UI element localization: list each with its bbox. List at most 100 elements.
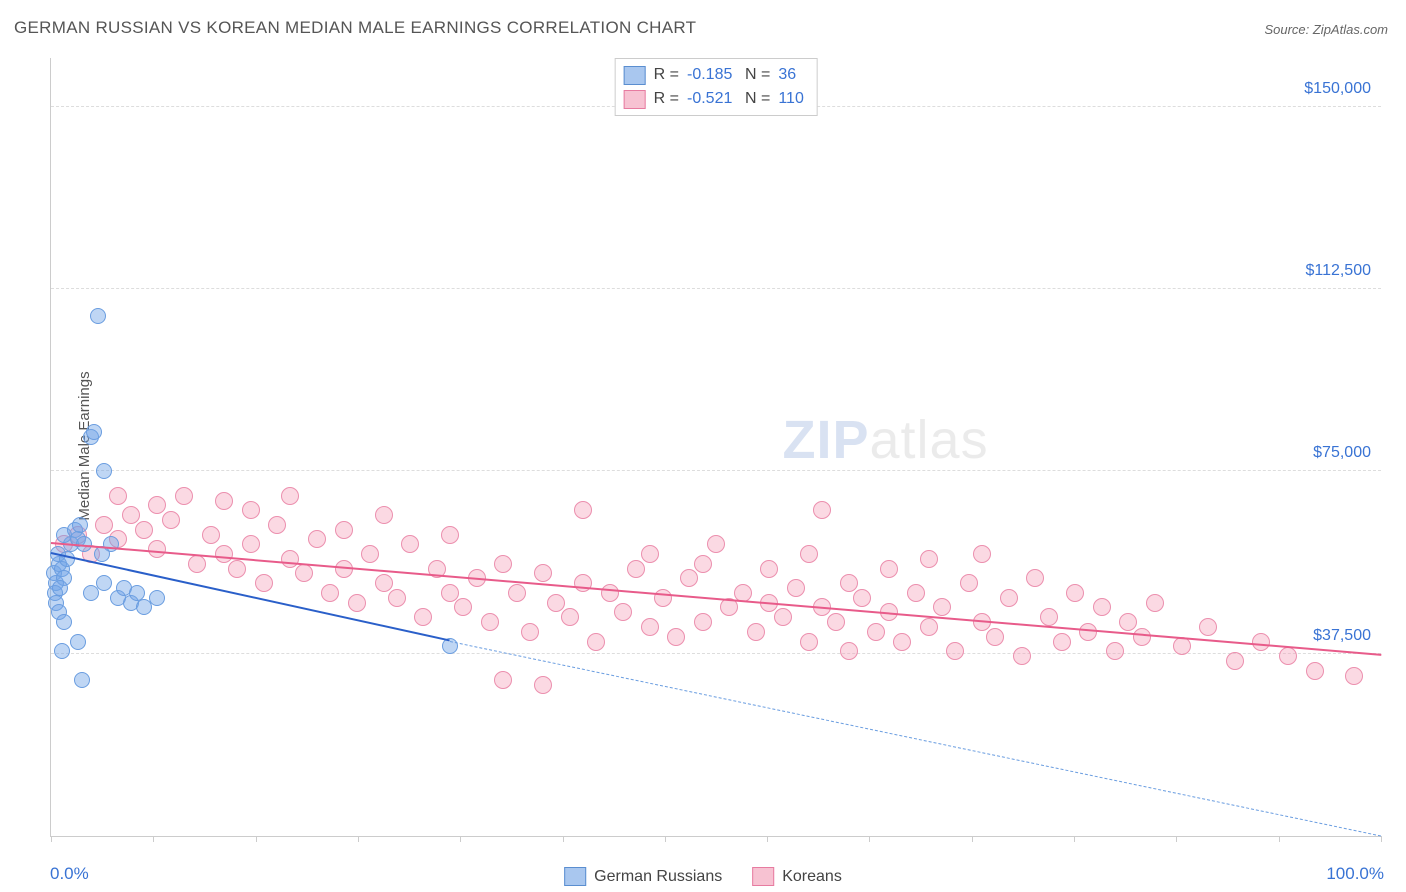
data-point [867,623,885,641]
r-label: R = [654,90,679,108]
swatch-icon [624,66,646,85]
data-point [295,564,313,582]
data-point [641,545,659,563]
data-point [627,560,645,578]
x-tick-mark [972,836,973,842]
trend-line [51,542,1381,656]
data-point [375,574,393,592]
data-point [388,589,406,607]
data-point [654,589,672,607]
data-point [561,608,579,626]
data-point [215,492,233,510]
swatch-icon [752,867,774,886]
data-point [1066,584,1084,602]
x-tick-mark [1279,836,1280,842]
stats-row: R =-0.185N =36 [624,63,809,87]
data-point [281,550,299,568]
data-point [694,555,712,573]
n-value: 110 [778,90,808,108]
legend-item-koreans: Koreans [752,867,842,886]
data-point [1199,618,1217,636]
data-point [54,643,70,659]
plot-area: $37,500$75,000$112,500$150,000ZIPatlasR … [50,58,1381,837]
data-point [175,487,193,505]
data-point [52,580,68,596]
legend-label: German Russians [594,868,722,886]
data-point [534,676,552,694]
data-point [215,545,233,563]
data-point [255,574,273,592]
n-label: N = [745,90,770,108]
data-point [1226,652,1244,670]
data-point [149,590,165,606]
data-point [1040,608,1058,626]
data-point [494,671,512,689]
data-point [680,569,698,587]
data-point [1146,594,1164,612]
stats-legend: R =-0.185N =36R =-0.521N =110 [615,58,818,116]
data-point [375,506,393,524]
data-point [800,633,818,651]
data-point [148,540,166,558]
trend-line [450,641,1381,836]
y-tick-label: $37,500 [1313,627,1371,645]
data-point [242,501,260,519]
watermark: ZIPatlas [783,409,989,471]
data-point [840,642,858,660]
x-tick-mark [563,836,564,842]
source-label: Source: ZipAtlas.com [1264,22,1388,37]
data-point [481,613,499,631]
data-point [321,584,339,602]
data-point [74,672,90,688]
data-point [880,560,898,578]
data-point [827,613,845,631]
data-point [641,618,659,636]
data-point [774,608,792,626]
data-point [361,545,379,563]
y-tick-label: $75,000 [1313,444,1371,462]
data-point [86,424,102,440]
data-point [534,564,552,582]
data-point [747,623,765,641]
data-point [787,579,805,597]
data-point [1106,642,1124,660]
data-point [1119,613,1137,631]
x-tick-mark [665,836,666,842]
x-tick-mark [358,836,359,842]
data-point [268,516,286,534]
data-point [547,594,565,612]
r-value: -0.185 [687,66,737,84]
gridline [51,288,1381,289]
data-point [1345,667,1363,685]
swatch-icon [564,867,586,886]
data-point [56,614,72,630]
data-point [960,574,978,592]
data-point [308,530,326,548]
data-point [508,584,526,602]
data-point [96,463,112,479]
r-label: R = [654,66,679,84]
data-point [574,501,592,519]
x-tick-mark [460,836,461,842]
data-point [228,560,246,578]
x-tick-mark [51,836,52,842]
gridline [51,470,1381,471]
x-tick-mark [869,836,870,842]
n-value: 36 [778,66,808,84]
x-tick-mark [1381,836,1382,842]
data-point [667,628,685,646]
data-point [1279,647,1297,665]
data-point [1252,633,1270,651]
x-tick-mark [767,836,768,842]
chart-title: GERMAN RUSSIAN VS KOREAN MEDIAN MALE EAR… [14,18,696,38]
data-point [122,506,140,524]
data-point [614,603,632,621]
data-point [494,555,512,573]
x-tick-mark [1176,836,1177,842]
data-point [414,608,432,626]
data-point [281,487,299,505]
data-point [335,521,353,539]
data-point [72,517,88,533]
data-point [973,545,991,563]
data-point [242,535,260,553]
